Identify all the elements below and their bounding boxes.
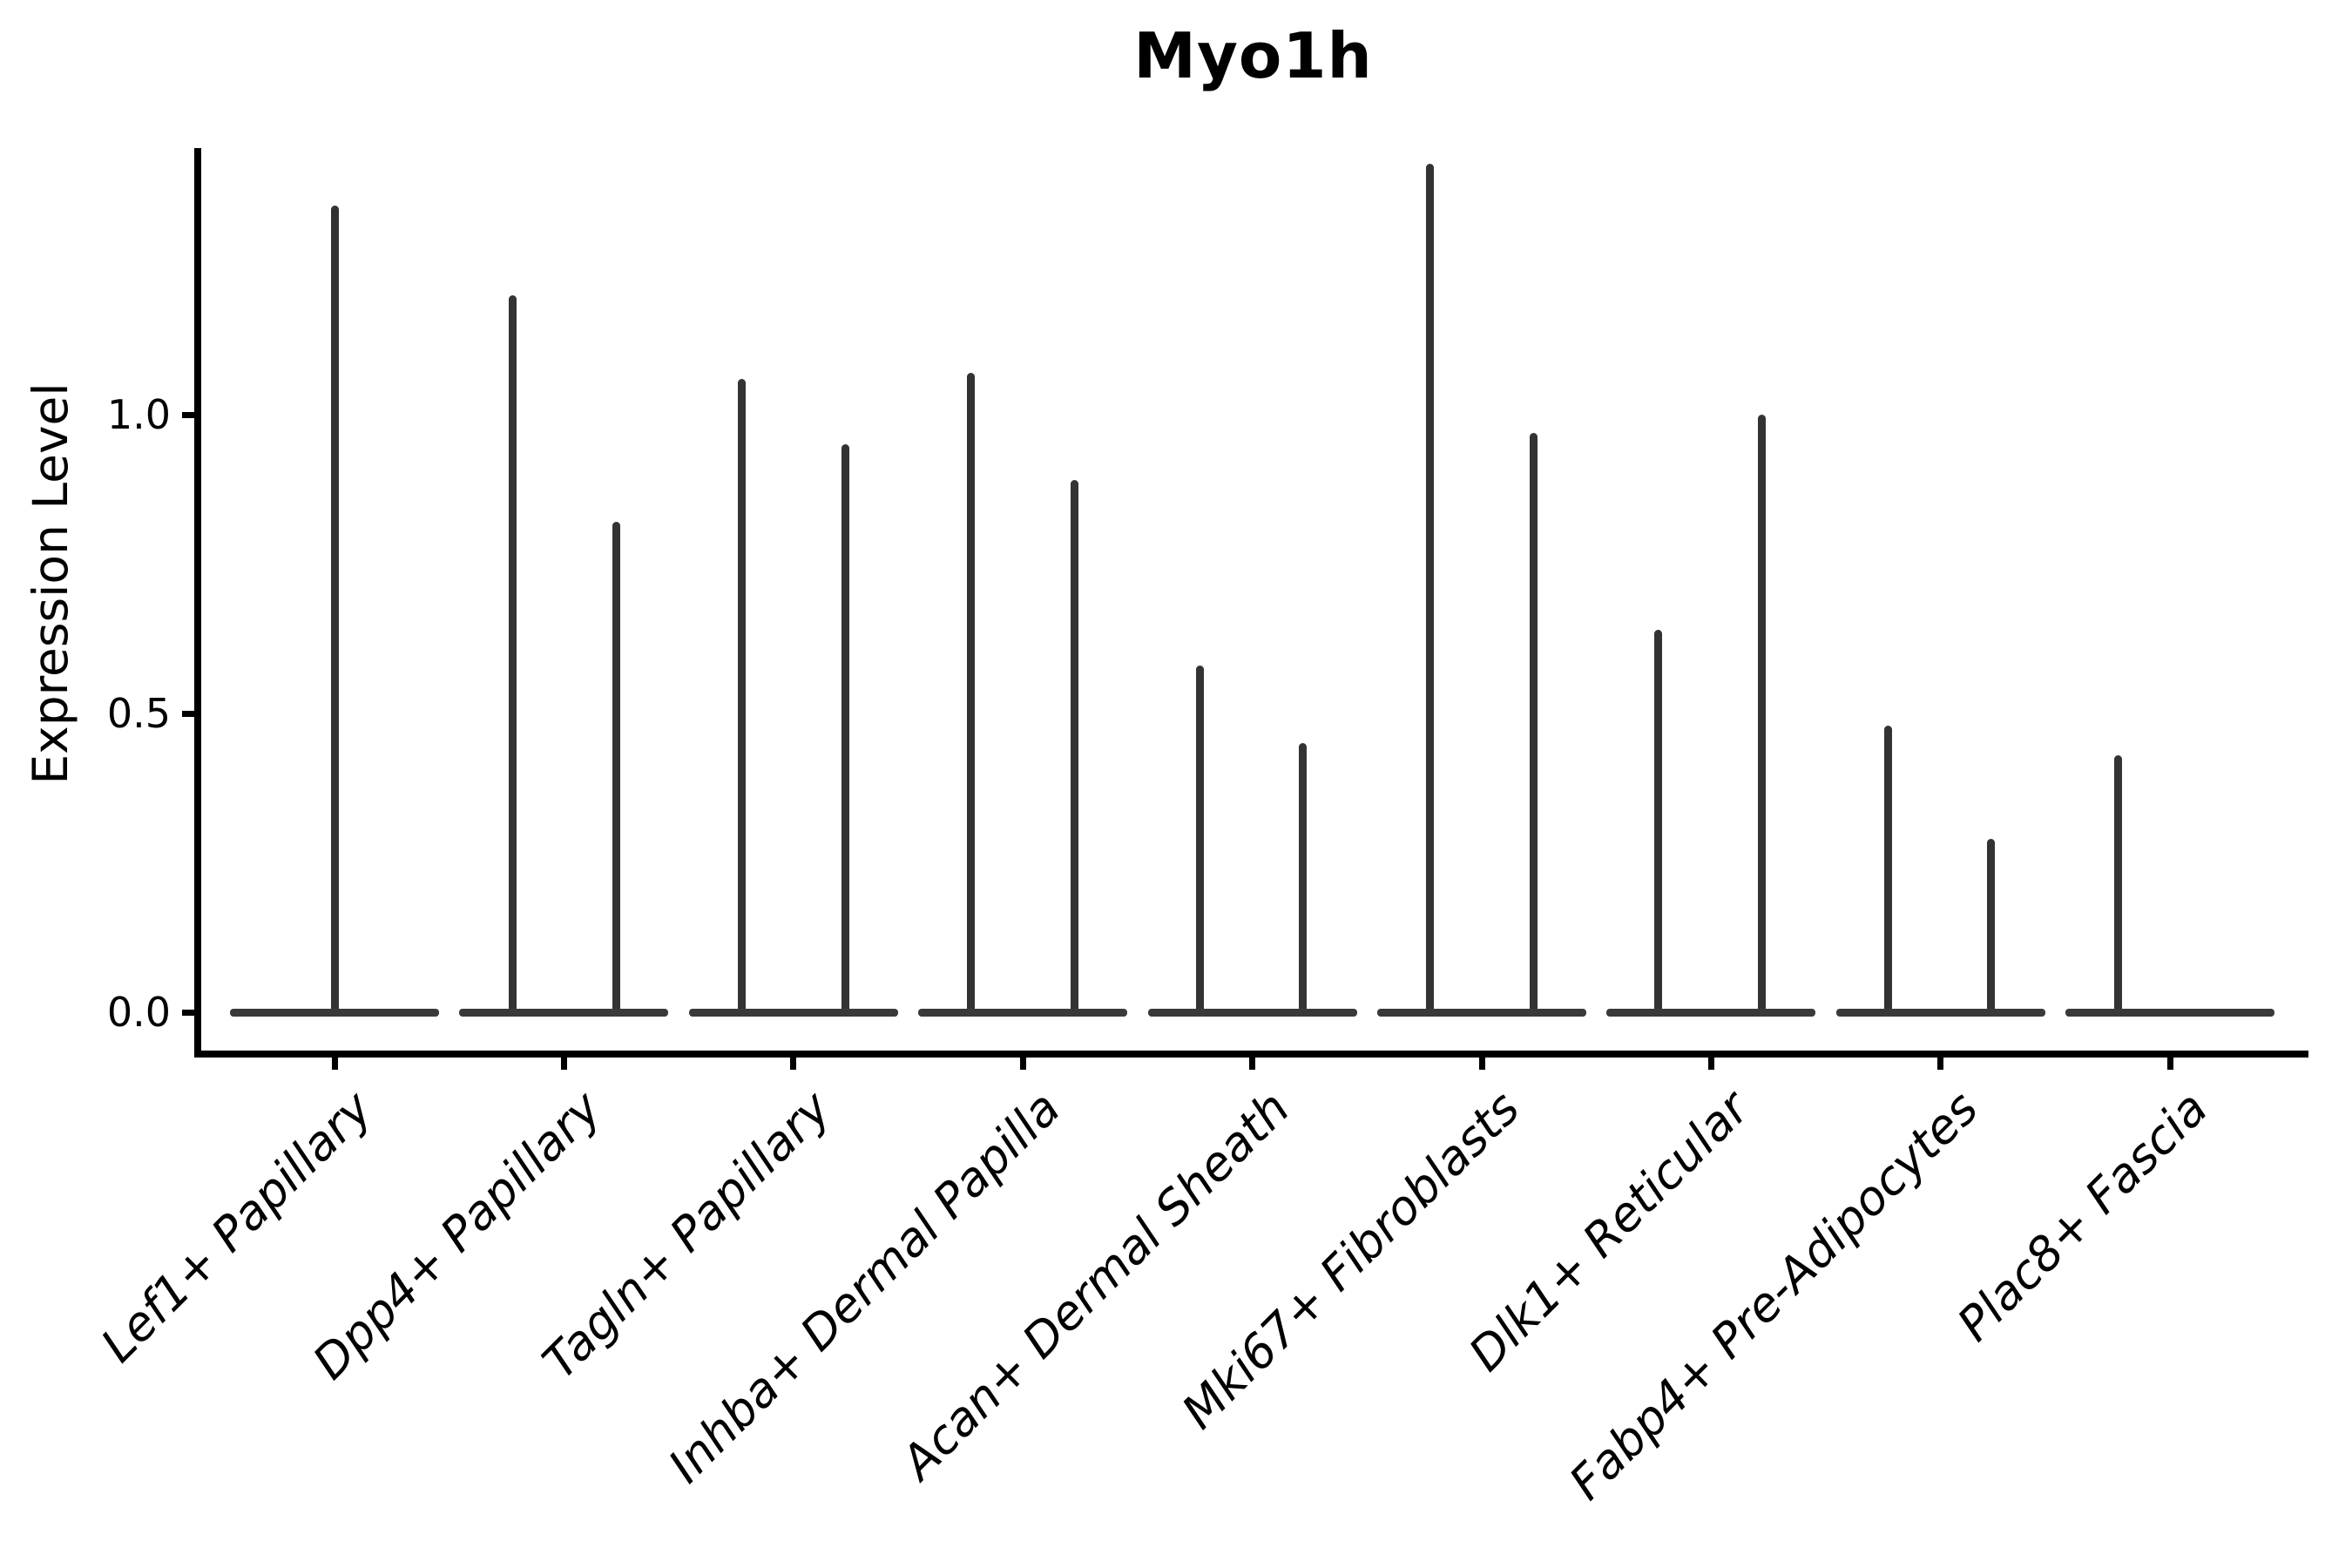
violin-spike [1529,432,1538,1012]
y-tick-label: 1.0 [106,391,171,438]
y-tick-mark [182,1009,198,1016]
violin-spike [1425,163,1434,1012]
x-tick-label: Fabp4+ Pre-Adipocytes [1558,1080,1989,1511]
violin-zero-bar [688,1008,898,1017]
x-tick-mark [790,1054,797,1070]
violin-spike [1299,743,1308,1012]
violin-spike [1757,415,1766,1012]
violin-spike [1987,839,1996,1012]
violin-zero-bar [1835,1008,2045,1017]
violin-zero-bar [230,1008,439,1017]
x-tick-mark [1707,1054,1714,1070]
violin-spike [2113,755,2122,1012]
violin-zero-bar [2065,1008,2275,1017]
violin-spike [966,372,975,1012]
x-tick-mark [1249,1054,1256,1070]
violin-spike [841,444,850,1012]
violin-spike [1070,480,1078,1012]
y-tick-mark [182,710,198,717]
violin-zero-bar [1377,1008,1586,1017]
x-tick-mark [560,1054,567,1070]
violin-spike [1653,629,1662,1012]
x-tick-mark [1019,1054,1026,1070]
violin-zero-bar [459,1008,669,1017]
y-tick-label: 0.5 [106,690,171,737]
y-tick-mark [182,411,198,418]
x-tick-mark [2166,1054,2173,1070]
violin-spike [738,378,747,1012]
violin-spike [612,522,620,1012]
x-tick-mark [1937,1054,1944,1070]
chart-title: Myo1h [1133,19,1373,92]
y-tick-label: 0.0 [106,989,171,1036]
violin-zero-bar [1147,1008,1357,1017]
violin-spike [1196,666,1205,1012]
x-tick-label: Inhba+ Dermal Papilla [658,1080,1071,1494]
violin-zero-bar [918,1008,1128,1017]
x-tick-mark [1478,1054,1485,1070]
x-tick-label: Plac8+ Fascia [1946,1080,2219,1352]
violin-spike [508,294,517,1012]
violin-spike [1884,725,1893,1012]
x-tick-mark [331,1054,338,1070]
x-tick-label: Acan+ Dermal Sheath [890,1080,1301,1490]
violin-spike [330,205,339,1012]
y-axis-spine [194,148,201,1058]
violin-zero-bar [1606,1008,1816,1017]
